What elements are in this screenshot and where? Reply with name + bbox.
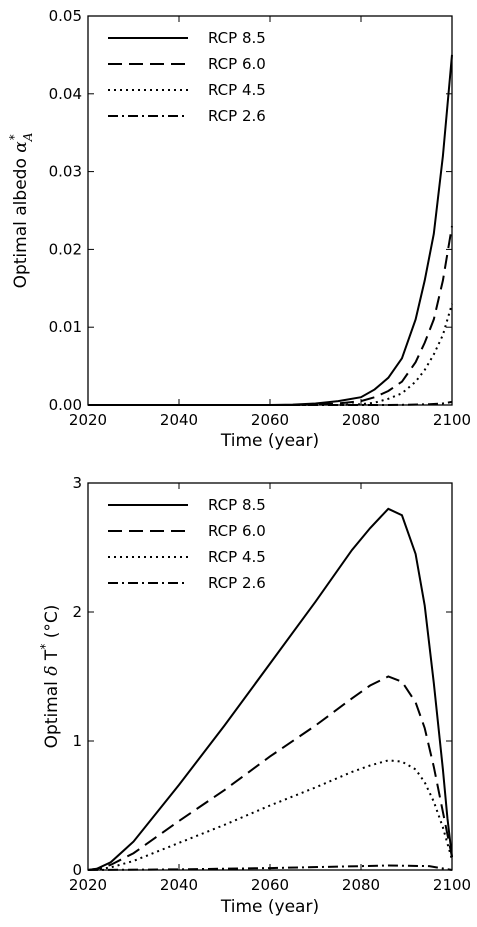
y-axis-label: Optimal δ T* (°C) xyxy=(38,605,62,749)
legend-label: RCP 6.0 xyxy=(208,522,266,540)
y-tick-label: 1 xyxy=(72,732,82,750)
plot-frame xyxy=(87,15,453,406)
series-line-rcp-6-0 xyxy=(87,675,453,871)
legend-label: RCP 8.5 xyxy=(208,29,266,47)
x-tick-label: 2080 xyxy=(342,876,380,894)
y-tick-label: 2 xyxy=(72,603,82,621)
series-line-rcp-8-5 xyxy=(87,507,453,871)
x-tick-label: 2040 xyxy=(160,411,198,429)
x-axis-label: Time (year) xyxy=(220,431,319,451)
legend-label: RCP 6.0 xyxy=(208,55,266,73)
x-tick-label: 2100 xyxy=(433,876,471,894)
y-tick-label: 0.05 xyxy=(49,7,82,25)
series-line-rcp-4-5 xyxy=(87,759,453,871)
chart-panel-2: 2020 2040 2060 2080 2100 0 1 2 3 Time (year) Optim… xyxy=(38,474,471,917)
y-tick-label: 0.04 xyxy=(49,85,82,103)
legend-label: RCP 2.6 xyxy=(208,107,266,125)
y-tick-label: 0.02 xyxy=(49,240,82,258)
y-tick-label: 0.03 xyxy=(49,163,82,181)
x-tick-label: 2040 xyxy=(160,876,198,894)
legend-label: RCP 4.5 xyxy=(208,81,266,99)
series-line-rcp-4-5 xyxy=(88,303,453,406)
x-tick-label: 2060 xyxy=(251,876,289,894)
y-tick-label: 0.01 xyxy=(49,318,82,336)
y-tick-label: 0.00 xyxy=(49,396,82,414)
x-tick-label: 2060 xyxy=(251,411,289,429)
x-tick-label: 2080 xyxy=(342,411,380,429)
x-tick-label: 2020 xyxy=(69,876,107,894)
y-tick-label: 3 xyxy=(72,474,82,492)
y-axis-label: Optimal albedo α*A xyxy=(7,132,35,288)
y-tick-label: 0 xyxy=(72,861,82,879)
series-line-rcp-6-0 xyxy=(88,225,453,406)
x-axis-label: Time (year) xyxy=(220,897,319,917)
series-line-rcp-8-5 xyxy=(88,54,453,406)
legend-label: RCP 2.6 xyxy=(208,574,266,592)
plot-frame xyxy=(87,482,453,871)
x-tick-label: 2100 xyxy=(433,411,471,429)
legend-label: RCP 4.5 xyxy=(208,548,266,566)
series-line-rcp-2-6 xyxy=(87,864,453,871)
chart-panel-1: 2020 2040 2060 2080 2100 0.00 0.01 0.02 0.03 0.04… xyxy=(7,7,471,451)
legend-label: RCP 8.5 xyxy=(208,496,266,514)
x-tick-label: 2020 xyxy=(69,411,107,429)
